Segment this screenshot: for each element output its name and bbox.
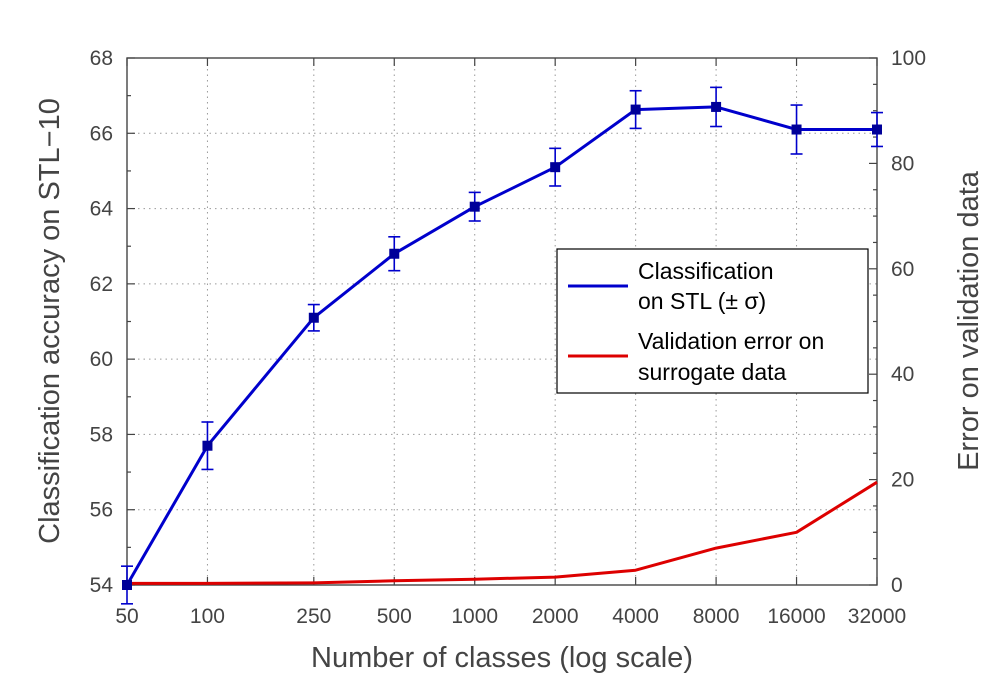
x-tick-label: 500 [377, 605, 412, 628]
data-point-marker [202, 440, 213, 451]
legend-label-classification-line1: Classification [638, 258, 774, 284]
y2-tick-label: 20 [891, 469, 914, 492]
y2-tick-label: 60 [891, 258, 914, 281]
plot-frame [126, 57, 878, 586]
data-point-marker [872, 124, 882, 135]
legend-label-validation-line1: Validation error on [638, 328, 824, 354]
y2-tick-label: 80 [891, 152, 914, 175]
y-tick-label: 54 [90, 574, 114, 597]
y-axis-title: Classification accuracy on STL−10 [34, 98, 66, 544]
x-axis-title: Number of classes (log scale) [311, 642, 693, 674]
y2-tick-label: 0 [891, 574, 903, 597]
legend-label-validation-line2: surrogate data [638, 359, 787, 385]
y-tick-label: 68 [90, 47, 113, 70]
x-tick-label: 32000 [848, 605, 906, 628]
x-tick-label: 250 [296, 605, 331, 628]
x-tick-label: 50 [115, 605, 138, 628]
data-point-marker [308, 312, 319, 323]
data-point-marker [711, 101, 722, 112]
grid [127, 58, 877, 585]
y-tick-label: 64 [90, 198, 114, 221]
x-tick-label: 16000 [767, 605, 825, 628]
validation-error-line [127, 480, 878, 585]
y-tick-label: 58 [90, 423, 113, 446]
y-tick-label: 56 [90, 499, 113, 522]
data-point-marker [469, 201, 480, 212]
y2-axis-title: Error on validation data [953, 170, 985, 471]
x-tick-label: 2000 [532, 605, 579, 628]
data-point-marker [122, 580, 132, 590]
legend: Classification on STL (± σ) Validation e… [556, 248, 869, 394]
y2-tick-label: 40 [891, 363, 914, 386]
y2-tick-label: 100 [891, 47, 926, 70]
x-tick-label: 8000 [693, 605, 740, 628]
data-point-marker [550, 162, 561, 173]
legend-box [556, 248, 869, 394]
x-tick-label: 4000 [612, 605, 659, 628]
y-tick-label: 60 [90, 348, 113, 371]
series-layer [121, 86, 883, 605]
y-tick-label: 62 [90, 273, 113, 296]
data-point-marker [630, 104, 641, 115]
data-point-marker [791, 124, 802, 135]
tick-labels: 50 100 250 500 1000 2000 4000 8000 16000 32000545… [90, 47, 926, 628]
x-tick-label: 1000 [451, 605, 498, 628]
data-point-marker [389, 248, 400, 259]
legend-label-classification-line2: on STL (± σ) [638, 288, 766, 314]
classification-line [125, 105, 877, 586]
y-tick-label: 66 [90, 122, 113, 145]
x-tick-label: 100 [190, 605, 225, 628]
